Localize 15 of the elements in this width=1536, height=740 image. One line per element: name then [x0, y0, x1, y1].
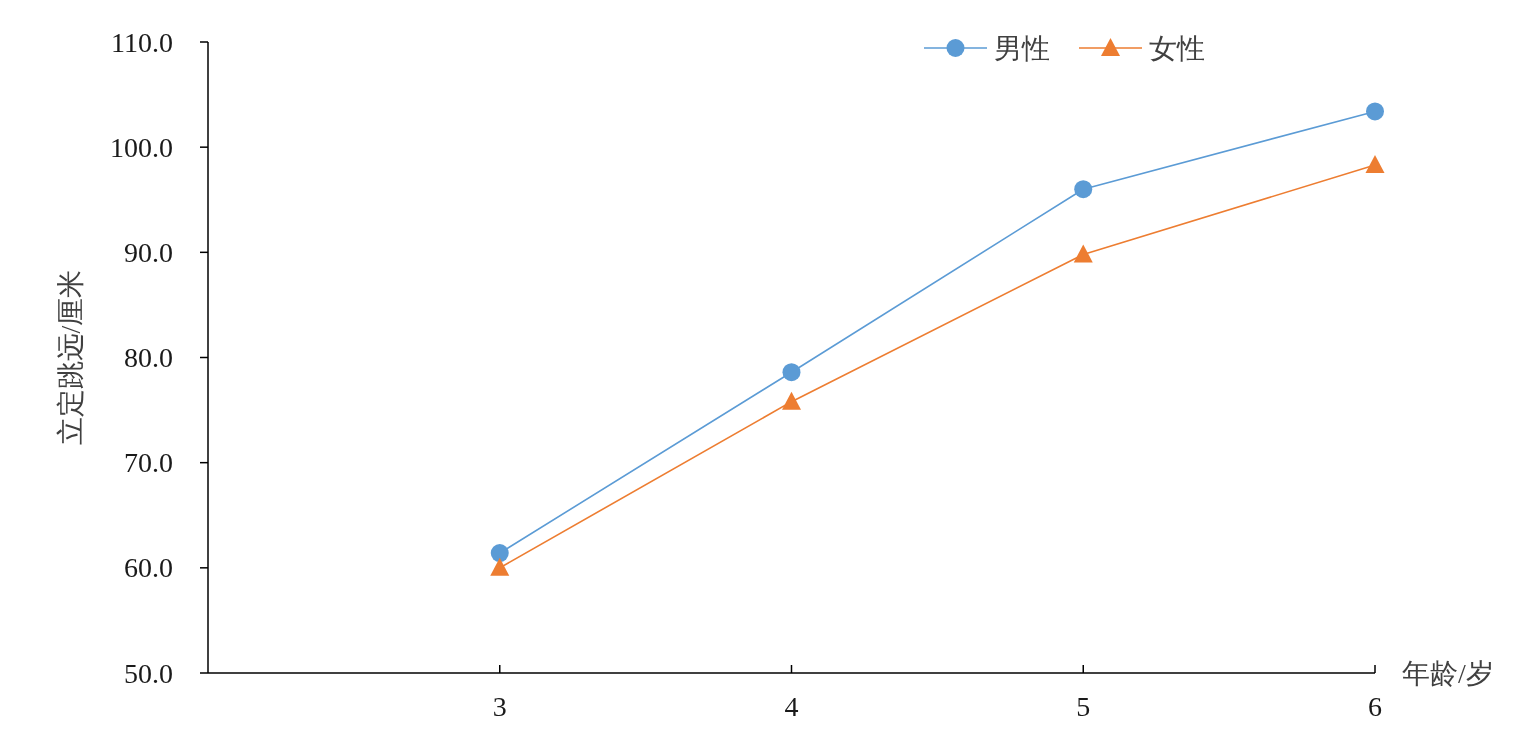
x-tick-label: 5: [1076, 690, 1091, 722]
y-tick-label: 70.0: [124, 447, 173, 479]
y-tick-label: 50.0: [124, 657, 173, 689]
legend-label: 男性: [994, 32, 1050, 64]
y-tick-label: 100.0: [110, 131, 173, 163]
x-axis-title: 年龄/岁: [1402, 657, 1494, 689]
y-axis-title: 立定跳远/厘米: [54, 269, 86, 446]
legend-label: 女性: [1149, 32, 1205, 64]
y-tick-label: 60.0: [124, 552, 173, 584]
y-tick-label: 90.0: [124, 236, 173, 268]
y-tick-label: 80.0: [124, 342, 173, 373]
x-tick-label: 3: [492, 690, 507, 722]
x-tick-label: 4: [784, 690, 799, 722]
y-tick-label: 110.0: [111, 26, 173, 58]
x-tick-label: 6: [1368, 690, 1382, 722]
